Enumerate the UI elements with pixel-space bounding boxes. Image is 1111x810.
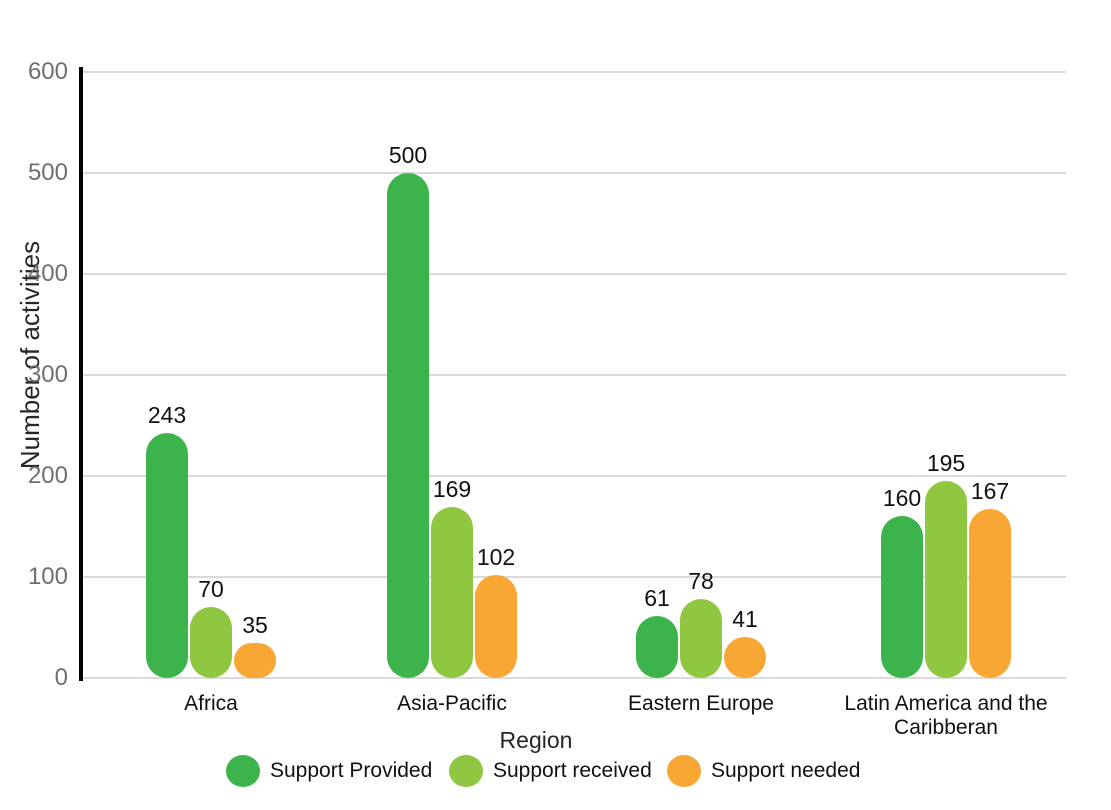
bar-support-provided-africa (146, 433, 188, 678)
bar-support-received-africa (190, 607, 232, 678)
bar-value-label: 35 (242, 612, 268, 638)
y-axis-tick-label: 400 (27, 260, 68, 287)
y-axis-tick-label: 500 (27, 159, 68, 186)
y-axis-tick-label: 200 (27, 462, 68, 489)
gridline (83, 576, 1066, 578)
bar-support-provided-latin-america-and-the-caribberan (881, 516, 923, 678)
gridline (83, 475, 1066, 477)
bar-value-label: 243 (147, 402, 187, 428)
x-axis-title: Region (499, 727, 573, 753)
legend-marker (667, 755, 701, 787)
bar-support-needed-africa (234, 643, 276, 678)
gridline (83, 273, 1066, 275)
bar-support-received-asia-pacific (431, 507, 473, 678)
bar-value-label: 102 (476, 544, 516, 570)
bar-support-received-latin-america-and-the-caribberan (925, 481, 967, 678)
bar-support-provided-asia-pacific (387, 173, 429, 678)
y-axis-tick-label: 600 (27, 58, 68, 85)
bar-value-label: 70 (198, 576, 224, 602)
bar-support-needed-latin-america-and-the-caribberan (969, 509, 1011, 678)
bar-support-received-eastern-europe (680, 599, 722, 678)
gridline (83, 172, 1066, 174)
x-axis-category-label: Asia-Pacific (397, 692, 507, 715)
bar-value-label: 195 (926, 450, 966, 476)
legend-item: Support needed (667, 755, 860, 787)
y-axis-tick-label: 300 (27, 361, 68, 388)
bar-value-label: 169 (432, 476, 472, 502)
y-axis-tick-label: 0 (54, 664, 68, 691)
legend-label: Support needed (711, 759, 861, 782)
legend-item: Support Provided (226, 755, 432, 787)
y-axis-tick-label: 100 (27, 563, 68, 590)
bar-value-label: 167 (970, 478, 1010, 504)
bar-value-label: 41 (732, 606, 758, 632)
y-axis-line (79, 67, 83, 681)
bar-value-label: 78 (688, 568, 714, 594)
legend-marker (226, 755, 260, 787)
bar-value-label: 160 (882, 485, 922, 511)
bar-value-label: 61 (644, 585, 670, 611)
legend-label: Support Provided (270, 759, 433, 782)
bar-support-needed-asia-pacific (475, 575, 517, 678)
bar-support-provided-eastern-europe (636, 616, 678, 678)
legend-marker (449, 755, 483, 787)
gridline (83, 374, 1066, 376)
bar-value-label: 500 (388, 142, 428, 168)
legend-item: Support received (449, 755, 652, 787)
gridline (83, 677, 1066, 679)
x-axis-category-label: Eastern Europe (628, 692, 774, 715)
gridline (83, 71, 1066, 73)
x-axis-category-label: Latin America and the Caribberan (844, 692, 1048, 740)
x-axis-category-label: Africa (184, 692, 238, 715)
bar-support-needed-eastern-europe (724, 637, 766, 678)
legend-label: Support received (493, 759, 652, 782)
